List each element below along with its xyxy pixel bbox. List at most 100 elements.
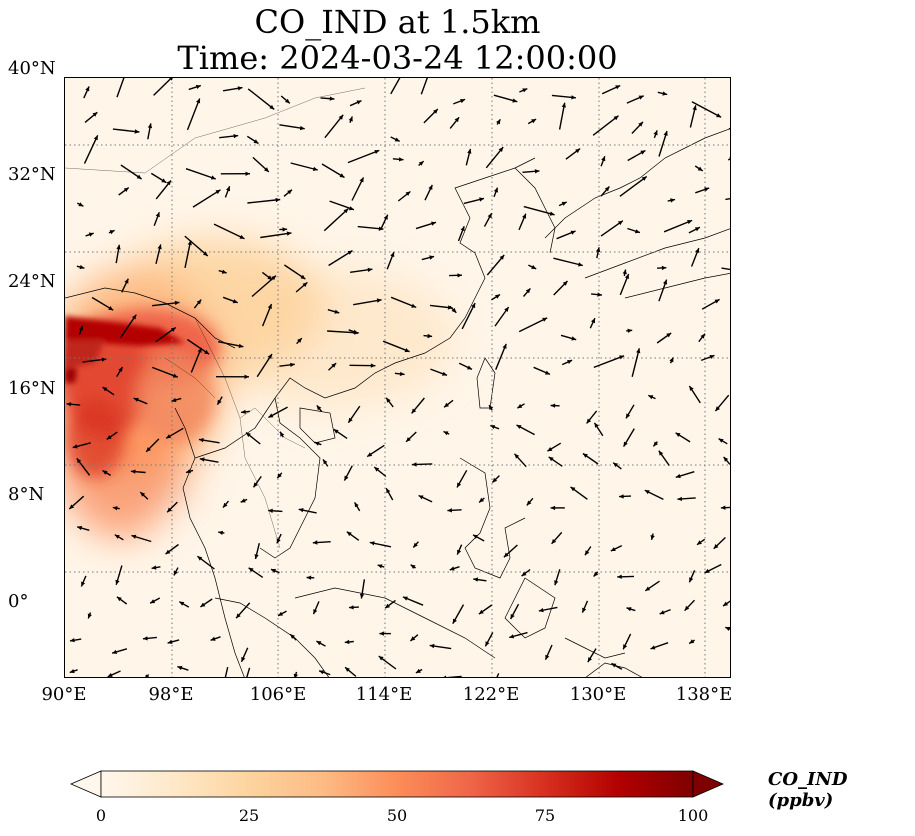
wind-arrowhead — [187, 240, 192, 246]
wind-arrowhead — [429, 643, 435, 649]
wind-arrowhead — [460, 99, 466, 104]
wind-arrowhead — [241, 656, 246, 662]
wind-arrowhead — [570, 230, 576, 235]
wind-arrowhead — [203, 251, 208, 256]
wind-arrowhead — [404, 348, 410, 353]
wind-arrowhead — [131, 314, 137, 320]
wind-arrowhead — [650, 645, 656, 650]
wind-arrowhead — [457, 549, 462, 555]
wind-arrowhead — [578, 262, 583, 267]
wind-arrowhead — [604, 186, 610, 192]
lon-tick-106e: 106°E — [249, 684, 307, 705]
wind-arrowhead — [399, 371, 405, 376]
wind-arrowhead — [246, 432, 251, 438]
wind-arrow — [353, 299, 382, 306]
wind-arrowhead — [697, 540, 702, 545]
colorbar-label: CO_IND (ppbv) — [768, 769, 848, 811]
wind-arrowhead — [123, 187, 129, 192]
lat-tick-0: 0° — [8, 591, 29, 612]
wind-arrowhead — [522, 88, 528, 93]
colorbar — [70, 770, 725, 798]
wind-arrowhead — [378, 226, 384, 231]
wind-arrowhead — [237, 86, 243, 91]
wind-arrowhead — [116, 596, 122, 602]
wind-arrowhead — [276, 538, 281, 544]
wind-arrow — [721, 267, 730, 271]
wind-arrowhead — [167, 507, 172, 513]
wind-arrowhead — [405, 191, 411, 196]
wind-arrowhead — [338, 114, 344, 120]
wind-arrowhead — [623, 441, 628, 447]
wind-arrowhead — [210, 175, 216, 180]
wind-arrow — [558, 102, 566, 130]
map-panel[interactable] — [64, 77, 731, 678]
colorbar-tick-25: 25 — [238, 806, 260, 825]
wind-arrowhead — [248, 567, 254, 573]
wind-arrowhead — [663, 279, 668, 285]
wind-arrowhead — [692, 105, 697, 111]
wind-arrow — [290, 162, 318, 171]
wind-arrowhead — [567, 360, 573, 364]
wind-arrow — [247, 198, 281, 204]
wind-arrowhead — [239, 234, 245, 239]
wind-arrowhead — [638, 95, 644, 100]
wind-arrowhead — [575, 148, 581, 154]
colorbar-tick-75: 75 — [534, 806, 556, 825]
wind-arrowhead — [378, 656, 384, 661]
wind-arrowhead — [290, 634, 295, 639]
wind-arrowhead — [81, 581, 86, 587]
wind-arrowhead — [343, 208, 349, 214]
wind-arrowhead — [406, 437, 411, 442]
wind-arrowhead — [454, 117, 460, 123]
wind-arrowhead — [115, 579, 120, 585]
wind-arrowhead — [493, 187, 498, 193]
wind-arrowhead — [473, 534, 478, 539]
wind-arrowhead — [374, 467, 380, 472]
wind-arrowhead — [199, 457, 205, 462]
wind-arrowhead — [723, 601, 728, 606]
wind-arrowhead — [114, 534, 120, 539]
wind-arrowhead — [161, 178, 167, 183]
wind-arrowhead — [116, 244, 121, 250]
wind-arrowhead — [155, 212, 160, 218]
wind-arrowhead — [526, 500, 532, 506]
wind-arrowhead — [386, 397, 391, 403]
wind-arrowhead — [561, 102, 566, 108]
wind-arrowhead — [547, 447, 553, 452]
wind-arrowhead — [457, 482, 462, 488]
wind-arrowhead — [92, 112, 98, 117]
wind-arrowhead — [198, 438, 204, 443]
wind-arrowhead — [473, 577, 479, 582]
wind-arrowhead — [299, 125, 305, 131]
wind-arrowhead — [626, 413, 631, 419]
wind-arrowhead — [72, 444, 78, 449]
wind-arrowhead — [549, 211, 555, 216]
wind-arrowhead — [369, 541, 375, 546]
wind-arrow — [663, 219, 693, 233]
wind-arrowhead — [623, 644, 628, 650]
wind-arrowhead — [659, 610, 665, 615]
wind-arrowhead — [548, 456, 554, 462]
wind-arrowhead — [151, 565, 157, 570]
wind-arrow — [518, 317, 548, 333]
wind-arrowhead — [172, 373, 178, 378]
wind-arrowhead — [131, 534, 137, 539]
wind-arrowhead — [169, 78, 173, 81]
wind-arrow — [496, 673, 500, 677]
wind-arrowhead — [282, 227, 288, 232]
wind-arrowhead — [718, 438, 724, 443]
wind-arrow — [151, 366, 179, 378]
wind-arrowhead — [124, 278, 129, 284]
wind-arrow — [153, 78, 173, 96]
wind-arrow — [246, 667, 251, 677]
lat-tick-8n: 8°N — [8, 484, 45, 505]
wind-arrowhead — [593, 571, 599, 577]
wind-arrowhead — [221, 269, 227, 274]
wind-arrowhead — [622, 269, 627, 275]
wind-arrowhead — [367, 452, 373, 457]
wind-arrowhead — [277, 473, 282, 479]
lon-tick-138e: 138°E — [675, 684, 733, 705]
wind-arrowhead — [585, 550, 590, 556]
wind-arrowhead — [285, 98, 290, 104]
wind-arrowhead — [653, 130, 658, 136]
